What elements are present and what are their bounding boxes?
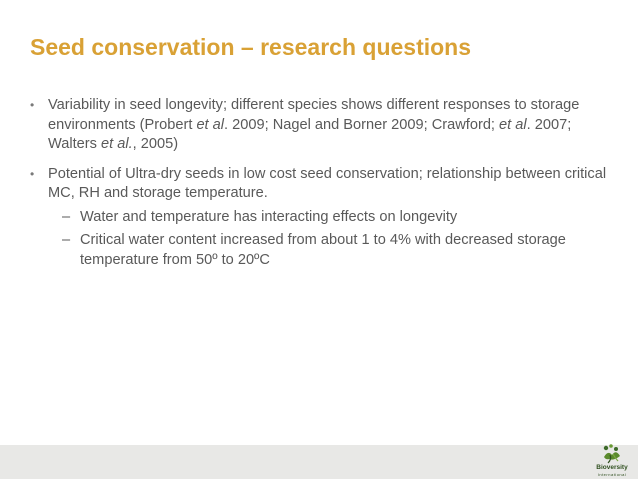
bullet-text-segment: . 2009; Nagel and Borner 2009; Crawford; — [224, 116, 500, 133]
bioversity-logo: Bioversity International — [594, 443, 630, 477]
sub-bullet-marker: – — [62, 232, 71, 248]
bullet-text-italic: et al. — [100, 136, 133, 152]
bullet-item: • Potential of Ultra-dry seeds in low co… — [30, 165, 620, 271]
logo-subtitle: International — [597, 472, 627, 477]
bullet-marker: • — [30, 166, 35, 181]
bullet-text-italic: et al — [499, 116, 527, 133]
bullet-text: Variability in seed longevity; different… — [48, 97, 579, 152]
footer-bar: Bioversity International — [0, 443, 638, 479]
bullet-marker: • — [30, 98, 35, 112]
sub-bullet-marker: – — [62, 208, 71, 225]
sub-bullet-text: Critical water content increased from ab… — [80, 232, 566, 268]
bullet-text-italic: et al — [196, 116, 225, 133]
bullet-text-segment: Variability in seed longevity; different… — [48, 97, 580, 133]
sub-bullet-text: Water and temperature has interacting ef… — [80, 208, 458, 225]
slide-title: Seed conservation – research questions — [30, 34, 472, 60]
bullet-text: Potential of Ultra-dry seeds in low cost… — [48, 165, 607, 202]
bullet-text-segment: . 2007; Walters — [48, 116, 572, 153]
leaf-icon — [603, 444, 620, 464]
sub-bullet-item: – Critical water content increased from … — [48, 231, 620, 270]
logo-name: Bioversity — [596, 464, 628, 471]
bullet-text-segment: , 2005) — [132, 136, 179, 152]
sub-bullet-item: – Water and temperature has interacting … — [48, 208, 620, 228]
bullet-item: • Variability in seed longevity; differe… — [30, 96, 620, 155]
slide-content: • Variability in seed longevity; differe… — [30, 96, 620, 280]
